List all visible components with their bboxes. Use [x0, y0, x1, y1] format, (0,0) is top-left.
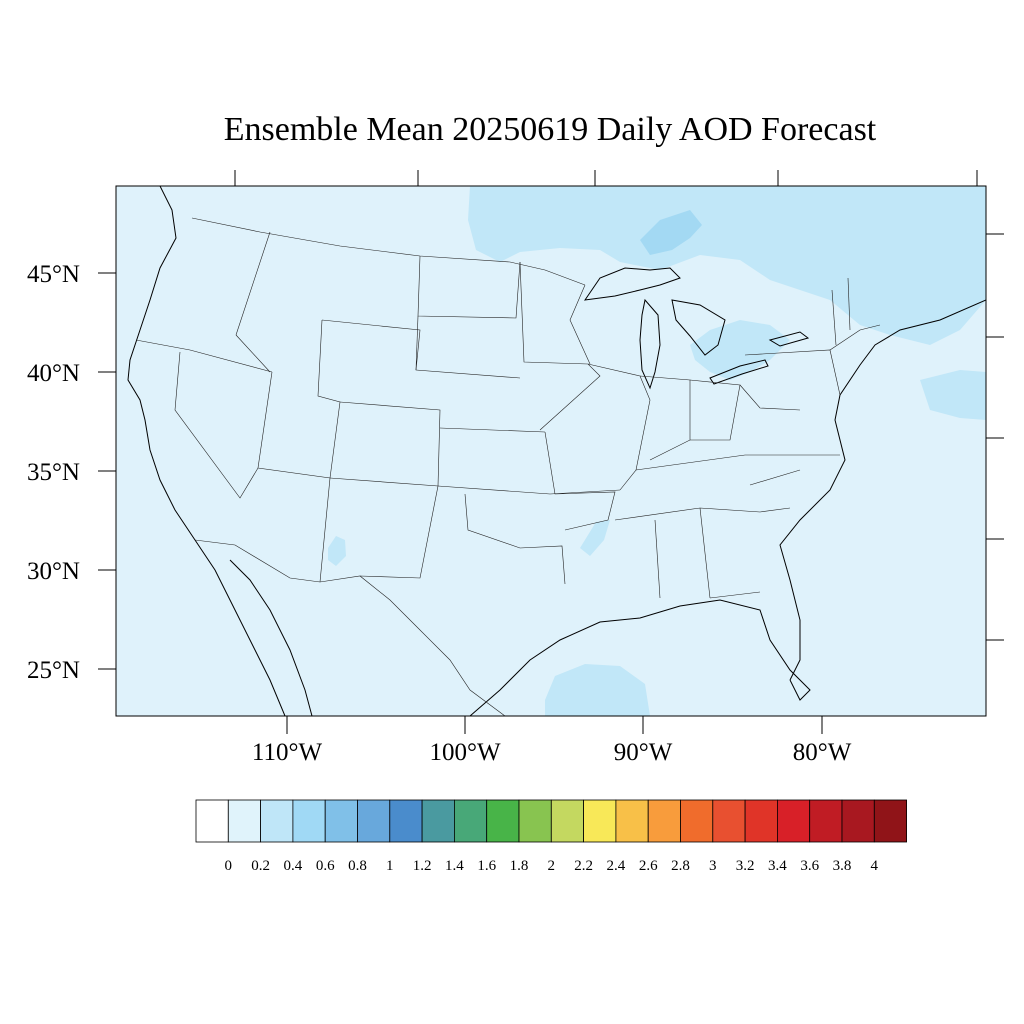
lat-label: 40°N: [27, 360, 80, 387]
state-boundaries: [135, 217, 881, 716]
aod-field-superior-core: [640, 210, 702, 255]
colorbar-tick-label: 0: [225, 858, 233, 874]
colorbar-box: [809, 799, 843, 843]
us-mexico-border: [194, 539, 506, 716]
colorbar-box: [680, 799, 714, 843]
colorbar: 0 0.2 0.4 0.6 0.8 1 1.2 1.4 1.6 1.8 2 2.2 2.4 2.6 2.8 3…: [195, 799, 907, 874]
colorbar-tick-label: 2: [548, 858, 556, 874]
lake-ontario-line: [768, 331, 810, 347]
lon-label: 100°W: [429, 739, 500, 766]
lake-superior-line: [583, 267, 681, 301]
lon-label: 80°W: [793, 739, 852, 766]
lat-label: 45°N: [27, 261, 80, 288]
west-coast-line: [127, 186, 286, 716]
colorbar-box: [777, 799, 811, 843]
colorbar-tick-label: 1.2: [413, 858, 432, 874]
top-ticks: [234, 170, 978, 186]
colorbar-box: [647, 799, 681, 843]
lon-label: 110°W: [252, 739, 323, 766]
gulf-coast-line: [469, 599, 811, 716]
colorbar-box: [744, 799, 778, 843]
coastline-and-lakes: [127, 186, 986, 716]
lake-erie-line: [709, 359, 769, 385]
colorbar-tick-label: 1.6: [477, 858, 496, 874]
lake-michigan-line: [639, 298, 661, 390]
colorbar-tick-label: 3.4: [768, 858, 787, 874]
colorbar-box: [550, 799, 584, 843]
baja-gulf-line: [229, 559, 313, 716]
colorbar-tick-label: 0.8: [348, 858, 367, 874]
latitude-labels: 45°N 40°N 35°N 30°N 25°N: [27, 261, 80, 684]
map-frame: [115, 185, 987, 717]
lat-label: 35°N: [27, 459, 80, 486]
bottom-ticks: [286, 716, 823, 734]
map-panel: [116, 186, 986, 716]
colorbar-box: [712, 799, 746, 843]
aod-field-louisiana: [580, 520, 610, 556]
colorbar-box: [486, 799, 520, 843]
aod-field-great-lakes: [690, 320, 790, 380]
colorbar-tick-label: 3.8: [833, 858, 852, 874]
colorbar-tick-label: 1.8: [510, 858, 529, 874]
lon-label: 90°W: [614, 739, 673, 766]
colorbar-tick-label: 4: [871, 858, 879, 874]
colorbar-box: [227, 799, 262, 843]
colorbar-box: [518, 799, 552, 843]
colorbar-box: [615, 799, 649, 843]
aod-field-canada-quebec: [468, 186, 986, 345]
colorbar-box: [453, 799, 488, 843]
left-ticks: [98, 272, 116, 670]
colorbar-tick-label: 2.8: [671, 858, 690, 874]
aod-field-new-mexico: [328, 536, 346, 566]
colorbar-tick-label: 1: [386, 858, 394, 874]
colorbar-tick-label: 3: [709, 858, 717, 874]
colorbar-box: [389, 799, 423, 843]
colorbar-tick-label: 0.2: [251, 858, 270, 874]
colorbar-tick-label: 2.6: [639, 858, 658, 874]
longitude-labels: 110°W 100°W 90°W 80°W: [252, 739, 852, 766]
colorbar-tick-label: 2.2: [574, 858, 593, 874]
colorbar-tick-label: 2.4: [607, 858, 626, 874]
right-ticks: [986, 233, 1004, 641]
colorbar-box: [873, 799, 907, 843]
lake-huron-line: [671, 299, 726, 356]
colorbar-box: [357, 799, 391, 843]
colorbar-box: [260, 799, 294, 843]
colorbar-box: [324, 799, 358, 843]
lat-label: 30°N: [27, 558, 80, 585]
colorbar-tick-label: 3.2: [736, 858, 755, 874]
colorbar-box: [583, 799, 617, 843]
colorbar-box: [841, 799, 875, 843]
colorbar-tick-label: 1.4: [445, 858, 464, 874]
colorbar-box: [195, 799, 229, 843]
lat-label: 25°N: [27, 657, 80, 684]
colorbar-box: [292, 799, 326, 843]
colorbar-tick-label: 3.6: [800, 858, 819, 874]
map-title: Ensemble Mean 20250619 Daily AOD Forecas…: [223, 111, 877, 148]
colorbar-box: [421, 799, 455, 843]
aod-field-gulf: [545, 664, 650, 716]
colorbar-tick-label: 0.4: [284, 858, 303, 874]
aod-field-atlantic: [920, 370, 986, 420]
atlantic-coast-line: [779, 299, 986, 681]
colorbar-tick-label: 0.6: [316, 858, 335, 874]
